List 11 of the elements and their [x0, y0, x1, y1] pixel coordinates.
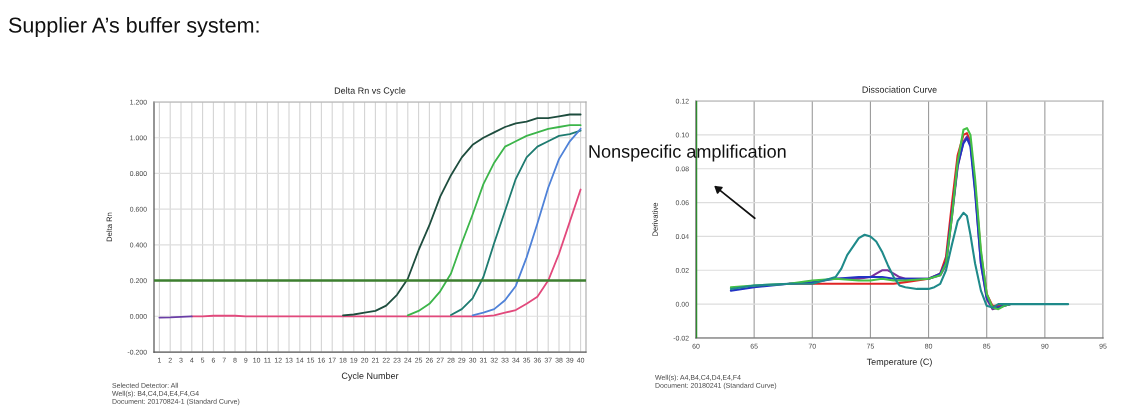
line-series	[190, 188, 582, 318]
line-series	[450, 129, 582, 316]
chart-title: Dissociation Curve	[862, 86, 937, 93]
line-series	[406, 124, 582, 317]
x-axis-title: Cycle Number	[341, 372, 399, 381]
line-series	[342, 113, 582, 317]
text: Supplier A’s buffer system:	[8, 16, 259, 38]
line-series	[471, 127, 582, 317]
chart-title: Delta Rn vs Cycle	[334, 87, 406, 96]
x-axis-title: Temperature (C)	[866, 358, 932, 367]
line-series	[729, 211, 1070, 309]
